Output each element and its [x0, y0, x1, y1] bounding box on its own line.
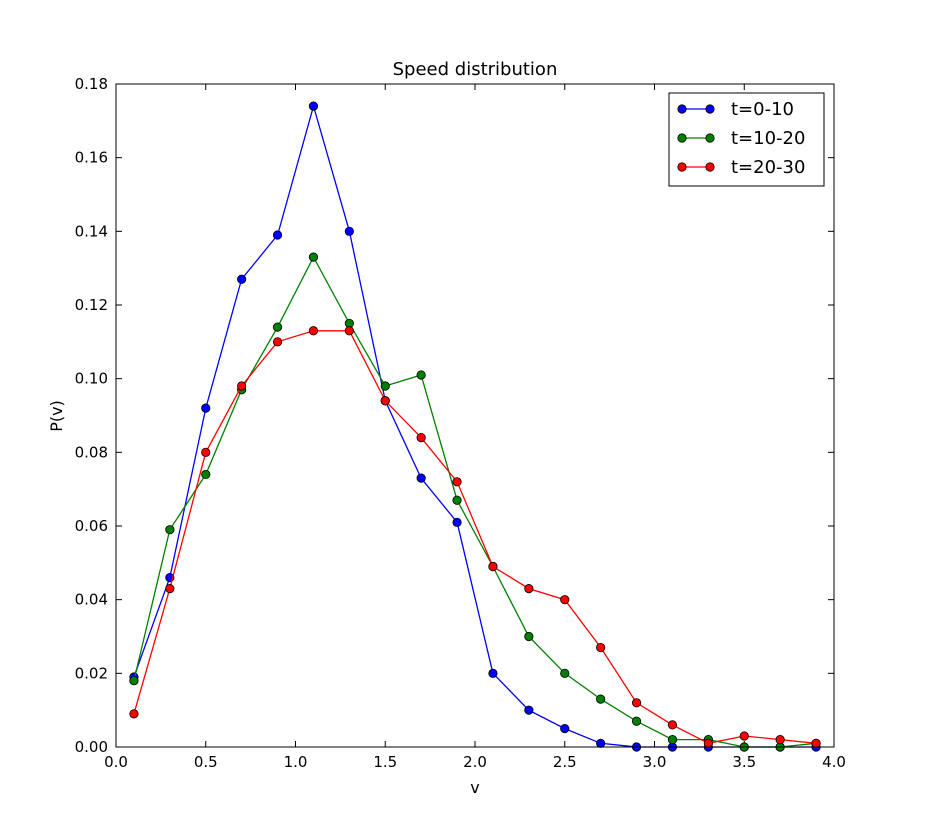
data-point: [631, 716, 642, 726]
x-tick-label: 1.5: [373, 753, 397, 771]
data-point: [775, 735, 785, 745]
data-point: [416, 370, 426, 380]
data-point: [416, 473, 426, 483]
data-point: [201, 447, 211, 457]
x-axis-title: v: [470, 778, 479, 797]
legend-label: t=10-20: [731, 128, 805, 149]
x-tick-label: 3.0: [643, 753, 667, 771]
data-point: [488, 668, 498, 678]
x-tick-label: 1.0: [284, 753, 308, 771]
data-point: [165, 525, 175, 535]
legend-marker: [677, 162, 687, 172]
legend-marker: [677, 104, 687, 114]
data-point: [308, 326, 319, 336]
legend-label: t=20-30: [731, 157, 805, 178]
data-point: [452, 495, 462, 505]
data-point: [524, 584, 534, 594]
data-point: [272, 230, 283, 240]
data-point: [344, 326, 354, 336]
chart-title: Speed distribution: [393, 59, 558, 80]
data-point: [380, 396, 390, 406]
data-point: [631, 698, 642, 708]
legend-item: t=10-20: [677, 128, 805, 149]
legend-label: t=0-10: [731, 99, 794, 120]
y-axis-title: P(v): [47, 400, 66, 432]
x-tick-label: 0.5: [194, 753, 218, 771]
data-point: [811, 738, 821, 748]
y-tick-label: 0.06: [75, 517, 108, 535]
x-tick-label: 2.5: [553, 753, 577, 771]
x-tick-label: 0.0: [104, 753, 128, 771]
data-point: [201, 469, 211, 480]
y-tick-label: 0.04: [75, 591, 108, 609]
legend-marker: [705, 133, 715, 143]
legend-item: t=0-10: [677, 99, 794, 120]
data-point: [560, 723, 570, 734]
y-tick-label: 0.14: [75, 222, 108, 240]
data-point: [667, 735, 678, 745]
data-point: [560, 668, 570, 678]
x-tick-label: 3.5: [732, 753, 756, 771]
x-tick-label: 2.0: [463, 753, 487, 771]
data-point: [165, 584, 175, 594]
data-point: [308, 101, 319, 111]
legend-item: t=20-30: [677, 157, 805, 178]
data-point: [129, 676, 139, 686]
data-point: [596, 738, 606, 748]
data-point: [272, 337, 283, 347]
y-tick-label: 0.10: [75, 370, 108, 388]
series-layer: [129, 101, 821, 752]
data-point: [272, 322, 283, 332]
data-point: [380, 381, 390, 391]
data-point: [452, 517, 462, 527]
data-point: [237, 274, 247, 284]
data-point: [488, 561, 498, 572]
x-tick-label: 4.0: [822, 753, 846, 771]
y-tick-label: 0.02: [75, 664, 108, 682]
data-point: [416, 432, 426, 443]
data-point: [129, 709, 139, 719]
series-line: [133, 330, 817, 744]
data-point: [452, 477, 462, 487]
y-tick-label: 0.08: [75, 443, 108, 461]
legend-marker: [705, 162, 715, 172]
y-tick-label: 0.12: [75, 296, 108, 314]
data-point: [524, 631, 534, 642]
y-tick-label: 0.18: [75, 75, 108, 93]
data-point: [739, 731, 749, 741]
data-point: [703, 738, 713, 748]
data-point: [237, 381, 247, 391]
plot-frame: [115, 83, 835, 748]
ticks-layer: 0.0 0.5 1.0 1.5 2.0 2.5 3.0 3.5 4.0 0.00 0.02 0.04 0…: [75, 75, 846, 771]
data-point: [201, 403, 211, 413]
legend: t=0-10 t=10-20 t=20-30: [668, 92, 825, 187]
data-point: [596, 642, 606, 653]
data-point: [308, 252, 319, 262]
y-tick-label: 0.00: [75, 738, 108, 756]
data-point: [560, 595, 570, 605]
legend-marker: [705, 104, 715, 114]
data-point: [344, 226, 354, 236]
series-3: [129, 326, 821, 748]
legend-marker: [677, 133, 687, 143]
data-point: [596, 694, 606, 704]
data-point: [524, 705, 534, 715]
data-point: [667, 720, 678, 730]
y-tick-label: 0.16: [75, 149, 108, 167]
